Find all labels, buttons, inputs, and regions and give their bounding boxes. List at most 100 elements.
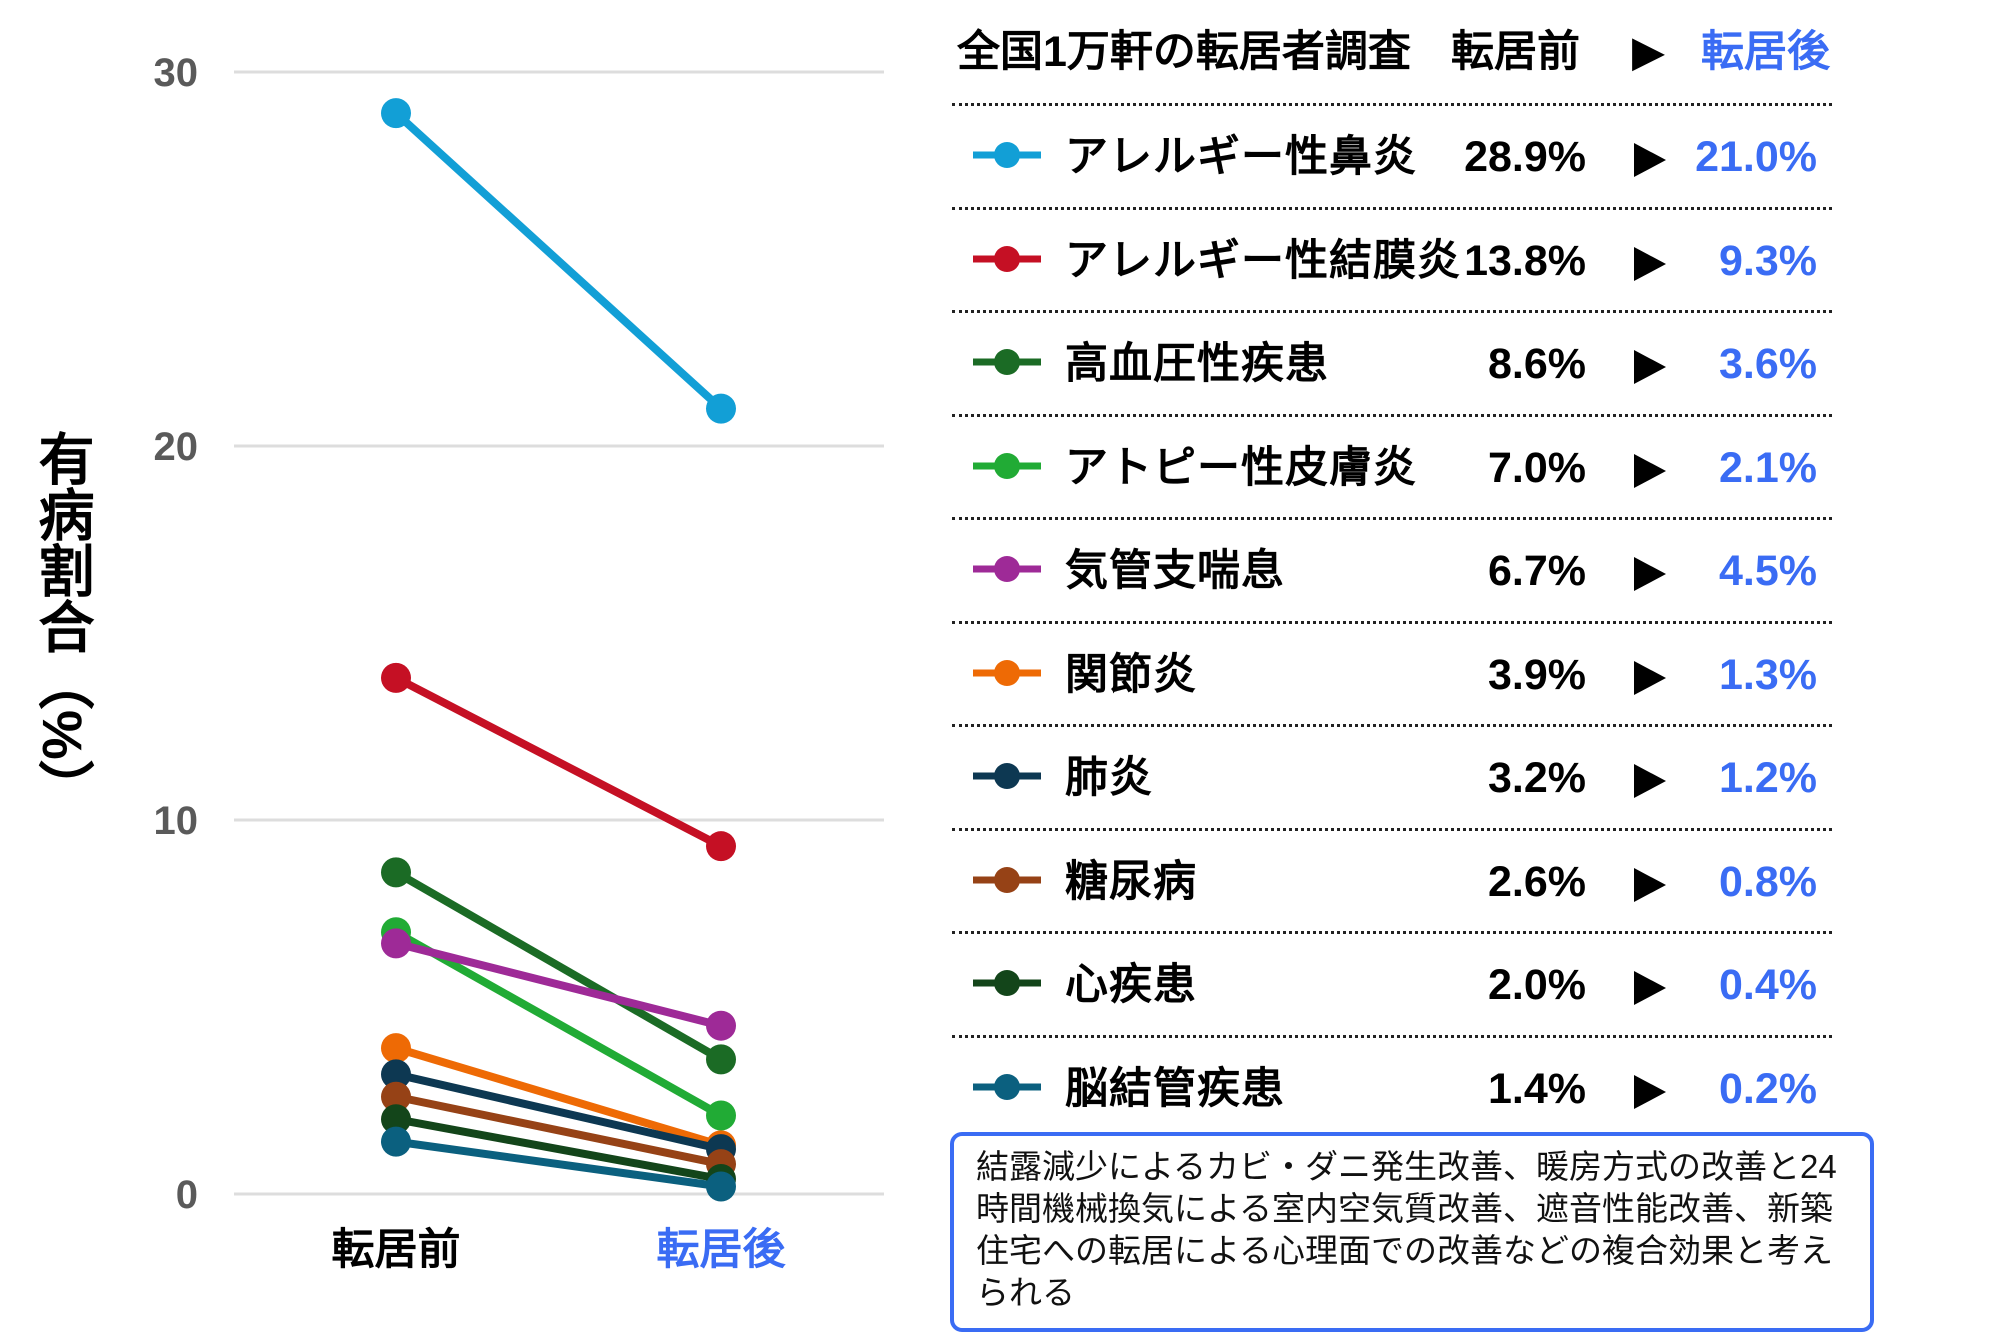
- legend-marker-icon: [973, 452, 1041, 479]
- legend-marker-icon: [973, 866, 1041, 893]
- row-label: 高血圧性疾患: [1065, 340, 1329, 388]
- legend-marker-icon: [973, 142, 1041, 168]
- series-segment: [394, 868, 723, 1063]
- row-separator: [952, 413, 1832, 417]
- before-header: 転居前: [1451, 28, 1580, 76]
- x-label-before: 転居前: [332, 1226, 461, 1274]
- row-separator: [952, 1034, 1832, 1038]
- row-before-value: 3.2%: [1487, 754, 1586, 802]
- data-point-before: [381, 1104, 411, 1135]
- row-separator: [952, 724, 1832, 727]
- data-point-after: [706, 1010, 736, 1041]
- table-row: アレルギー性鼻炎 28.9% 21.0%: [952, 105, 1832, 209]
- arrow-icon: [1634, 143, 1666, 177]
- row-after-value: 1.2%: [1718, 754, 1817, 802]
- row-before-value: 13.8%: [1464, 236, 1586, 285]
- row-separator: [952, 517, 1832, 520]
- row-before-value: 1.4%: [1487, 1064, 1586, 1113]
- row-before-value: 7.0%: [1487, 443, 1586, 492]
- series-segment: [395, 1115, 722, 1183]
- row-before-value: 2.6%: [1487, 857, 1586, 906]
- row-separator: [952, 931, 1832, 934]
- data-point-before: [381, 1033, 411, 1064]
- note-box: 結露減少によるカビ・ダニ発生改善、暖房方式の改善と24時間機械換気による室内空気…: [950, 1132, 1874, 1332]
- row-separator: [952, 827, 1832, 831]
- legend-marker-icon: [973, 1073, 1041, 1100]
- header-arrow-icon: ▶: [1632, 28, 1666, 76]
- row-after-value: 2.1%: [1718, 443, 1817, 492]
- row-before-value: 3.9%: [1487, 650, 1586, 699]
- row-before-value: 2.0%: [1487, 961, 1586, 1009]
- y-tick-label: 10: [154, 799, 199, 843]
- legend-marker-icon: [973, 970, 1041, 996]
- arrow-icon: [1634, 246, 1666, 281]
- series-segment: [394, 928, 723, 1119]
- row-label: 心疾患: [1065, 961, 1197, 1009]
- y-tick-label: 30: [154, 51, 199, 95]
- row-label: 肺炎: [1065, 754, 1153, 802]
- row-label: 気管支喘息: [1065, 547, 1285, 595]
- table-row: アレルギー性結膜炎 13.8% 9.3%: [952, 209, 1832, 313]
- data-point-before: [381, 1081, 411, 1112]
- slope-chart: 0 10 20 30 転居前 転居後 有病割合（%）: [0, 0, 940, 1336]
- y-axis-title: 有病割合（%）: [31, 430, 94, 816]
- data-point-before: [381, 662, 411, 693]
- row-after-value: 4.5%: [1718, 547, 1817, 595]
- legend-table: 全国1万軒の転居者調査 転居前 ▶ 転居後 アレルギー性鼻炎 28.9% 21.0%…: [952, 0, 1842, 1130]
- row-label: 関節炎: [1065, 650, 1197, 699]
- row-separator: [952, 310, 1832, 313]
- row-after-value: 0.8%: [1718, 857, 1817, 906]
- row-separator: [952, 103, 1832, 106]
- series-segment: [394, 674, 723, 850]
- arrow-icon: [1634, 971, 1666, 1005]
- x-label-after: 転居後: [657, 1226, 787, 1274]
- series-line: [381, 928, 736, 1041]
- arrow-icon: [1634, 764, 1666, 798]
- row-label: 糖尿病: [1065, 857, 1197, 906]
- legend-marker-icon: [973, 556, 1041, 582]
- row-after-value: 0.4%: [1718, 961, 1817, 1009]
- series-line: [381, 98, 736, 424]
- data-point-before: [381, 98, 411, 129]
- y-tick-labels: 0 10 20 30: [154, 51, 199, 1217]
- data-point-before: [381, 857, 411, 888]
- arrow-icon: [1634, 350, 1666, 384]
- arrow-icon: [1634, 1074, 1666, 1109]
- row-before-value: 28.9%: [1464, 133, 1586, 181]
- series-segment: [393, 110, 724, 412]
- table-row: アトピー性皮膚炎 7.0% 2.1%: [952, 416, 1832, 520]
- row-after-value: 21.0%: [1695, 133, 1817, 181]
- data-point-after: [706, 393, 736, 424]
- row-after-value: 3.6%: [1718, 340, 1817, 388]
- series-lines: [381, 98, 736, 1202]
- row-label: 脳結管疾患: [1065, 1064, 1285, 1113]
- series-line: [381, 662, 736, 862]
- table-row: 関節炎 3.9% 1.3%: [952, 623, 1832, 727]
- table-row: 心疾患 2.0% 0.4%: [952, 933, 1832, 1037]
- table-row: 気管支喘息 6.7% 4.5%: [952, 519, 1832, 623]
- row-after-value: 1.3%: [1718, 650, 1817, 699]
- data-point-before: [381, 1126, 411, 1157]
- data-point-after: [706, 1100, 736, 1131]
- table-row: 脳結管疾患 1.4% 0.2%: [952, 1037, 1832, 1141]
- arrow-icon: [1634, 557, 1666, 591]
- row-before-value: 8.6%: [1487, 340, 1586, 388]
- gridlines: [234, 70, 884, 1196]
- y-tick-label: 20: [154, 425, 199, 469]
- table-title: 全国1万軒の転居者調査: [957, 28, 1411, 76]
- row-separator: [952, 206, 1832, 210]
- row-after-value: 9.3%: [1718, 236, 1817, 285]
- table-row: 高血圧性疾患 8.6% 3.6%: [952, 312, 1832, 416]
- series-segment: [395, 939, 722, 1030]
- after-header: 転居後: [1701, 28, 1830, 76]
- data-point-after: [706, 1044, 736, 1075]
- legend-marker-icon: [973, 763, 1041, 789]
- arrow-icon: [1634, 867, 1666, 902]
- legend-marker-icon: [973, 349, 1041, 375]
- row-label: アレルギー性鼻炎: [1065, 133, 1417, 181]
- table-row: 肺炎 3.2% 1.2%: [952, 726, 1832, 830]
- series-line: [381, 857, 736, 1075]
- data-point-before: [381, 928, 411, 959]
- table-row: 糖尿病 2.6% 0.8%: [952, 830, 1832, 934]
- chart-canvas: 0 10 20 30 転居前 転居後: [154, 51, 884, 1274]
